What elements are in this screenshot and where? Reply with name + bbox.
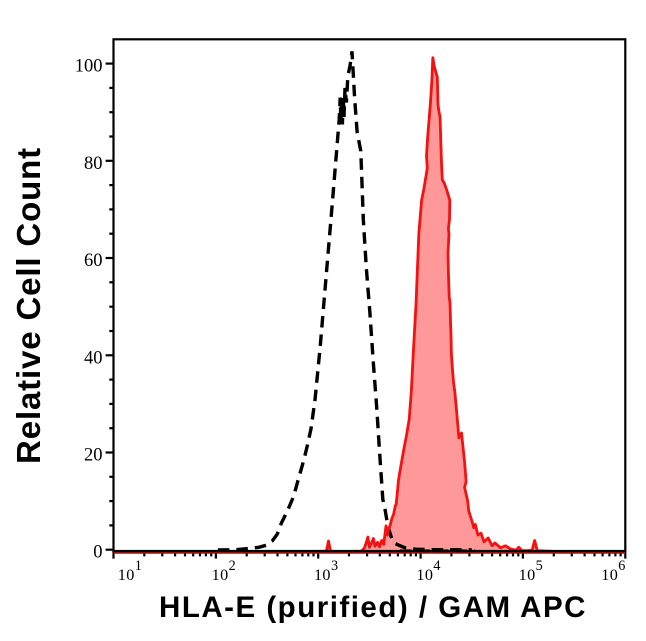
svg-text:80: 80 bbox=[84, 154, 103, 174]
svg-text:40: 40 bbox=[84, 348, 103, 368]
svg-text:0: 0 bbox=[93, 543, 102, 563]
svg-text:100: 100 bbox=[75, 57, 103, 77]
svg-text:20: 20 bbox=[84, 446, 103, 466]
svg-text:Relative Cell Count: Relative Cell Count bbox=[10, 147, 47, 464]
svg-text:60: 60 bbox=[84, 251, 103, 271]
svg-text:HLA-E (purified) / GAM APC: HLA-E (purified) / GAM APC bbox=[159, 591, 587, 624]
